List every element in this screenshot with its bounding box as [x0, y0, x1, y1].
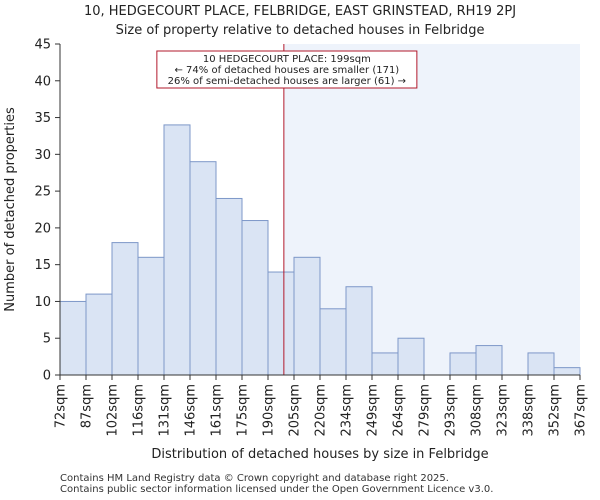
x-tick-label: 323sqm [496, 384, 511, 437]
footer-line2: Contains public sector information licen… [60, 484, 494, 495]
x-tick-label: 279sqm [418, 384, 433, 437]
annotation-line-3: 26% of semi-detached houses are larger (… [168, 76, 406, 87]
y-tick-label: 45 [34, 38, 51, 53]
histogram-bar [293, 256, 321, 376]
y-tick-label: 10 [34, 295, 51, 310]
histogram-bar [85, 293, 113, 376]
histogram-bar [475, 345, 503, 376]
y-tick-label: 30 [34, 148, 51, 163]
histogram-bar [449, 352, 477, 376]
x-tick-label: 131sqm [158, 384, 173, 437]
histogram-bar [527, 352, 555, 376]
x-tick-label: 352sqm [548, 384, 563, 437]
x-tick-label: 249sqm [366, 384, 381, 437]
x-tick-label: 367sqm [574, 384, 589, 437]
annotation-box [156, 50, 418, 89]
y-axis-title: Number of detached properties [3, 107, 18, 312]
histogram-bar [371, 352, 399, 376]
x-tick-label: 87sqm [80, 384, 95, 428]
y-tick-label: 0 [43, 369, 51, 384]
x-tick-label: 175sqm [236, 384, 251, 437]
x-tick-label: 264sqm [392, 384, 407, 437]
x-tick-label: 205sqm [288, 384, 303, 437]
histogram-bar [267, 271, 295, 376]
x-tick-label: 116sqm [132, 384, 147, 437]
x-tick-label: 190sqm [262, 384, 277, 437]
y-tick-label: 5 [43, 332, 51, 347]
y-tick-label: 35 [34, 111, 51, 126]
annotation-line-1: 10 HEDGECOURT PLACE: 199sqm [203, 54, 371, 65]
footer-attribution: Contains HM Land Registry data © Crown c… [60, 473, 493, 495]
x-tick-label: 102sqm [106, 384, 121, 437]
histogram-bar [553, 367, 581, 376]
histogram-bar [111, 242, 139, 376]
x-tick-label: 293sqm [444, 384, 459, 437]
histogram-bar [137, 256, 165, 376]
x-tick-label: 161sqm [210, 384, 225, 437]
histogram-bar [163, 124, 191, 376]
histogram-bar [215, 197, 243, 376]
x-tick-label: 220sqm [314, 384, 329, 437]
y-tick-label: 15 [34, 258, 51, 273]
y-tick-label: 40 [34, 74, 51, 89]
x-tick-label: 146sqm [184, 384, 199, 437]
histogram-bar [241, 220, 269, 376]
x-tick-label: 308sqm [470, 384, 485, 437]
x-axis-title: Distribution of detached houses by size … [151, 447, 488, 462]
histogram-bar [397, 337, 425, 376]
histogram-bar [319, 308, 347, 376]
x-tick-label: 234sqm [340, 384, 355, 437]
x-tick-label: 338sqm [522, 384, 537, 437]
x-tick-label: 72sqm [54, 384, 69, 428]
histogram-bar [59, 300, 87, 376]
y-tick-label: 20 [34, 221, 51, 236]
chart-title-line2: Size of property relative to detached ho… [115, 23, 485, 38]
histogram-bar [345, 286, 373, 376]
chart-title: 10, HEDGECOURT PLACE, FELBRIDGE, EAST GR… [0, 2, 600, 40]
annotation-line-2: ← 74% of detached houses are smaller (17… [175, 65, 400, 76]
y-tick-label: 25 [34, 185, 51, 200]
footer-line1: Contains HM Land Registry data © Crown c… [60, 473, 449, 484]
chart-title-line1: 10, HEDGECOURT PLACE, FELBRIDGE, EAST GR… [83, 4, 517, 19]
histogram-bar [189, 161, 217, 376]
